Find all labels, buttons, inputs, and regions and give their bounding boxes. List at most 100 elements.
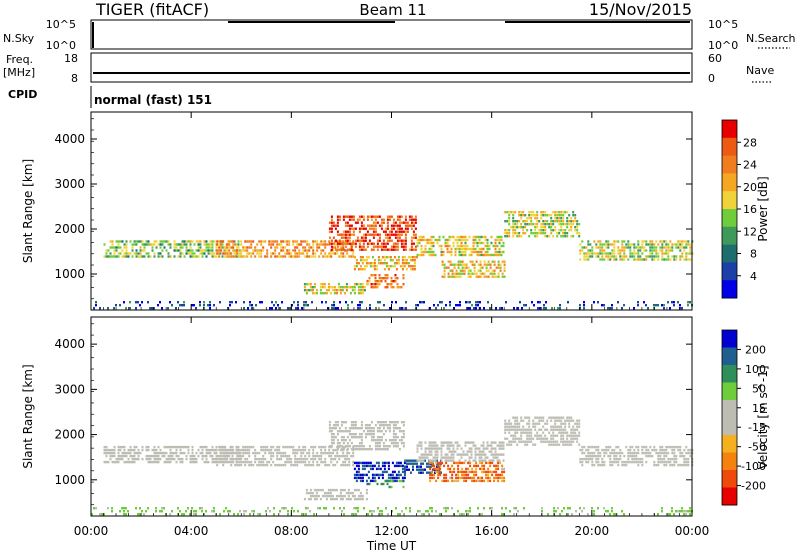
power-region-7 (504, 211, 581, 238)
beam-label: Beam 11 (359, 1, 426, 19)
velocity-cbtick-label-1: 100 (745, 363, 766, 376)
power-cbtick-label-0: 4 (750, 270, 757, 283)
velocity-ytick-label-0: 1000 (54, 473, 85, 487)
power-region-2 (328, 215, 417, 251)
freq-unit-label: [MHz] (3, 66, 35, 79)
nsky-label: N.Sky (3, 32, 35, 45)
nsky-panel-frame (90, 19, 693, 50)
power-colorbar-swatch-5 (722, 209, 737, 228)
velocity-cbtick-label-2: 50 (752, 382, 766, 395)
velocity-colorbar-swatch-1 (722, 347, 737, 366)
velocity-cbtick-label-0: 200 (745, 343, 766, 356)
velocity-colorbar-label: Velocity [m s^-1] (756, 365, 770, 469)
velocity-colorbar-swatch-4 (722, 400, 737, 418)
power-colorbar-swatch-6 (722, 226, 737, 246)
cpid-value: normal (fast) 151 (94, 93, 212, 107)
velocity-colorbar-swatch-8 (722, 470, 737, 488)
power-panel: 1000 2000 3000 4000 Slant Range [km] 4 8 12 16 20… (21, 111, 770, 311)
power-cbtick-label-5: 24 (743, 159, 757, 172)
velocity-colorbar-swatch-9 (722, 487, 737, 506)
power-colorbar-swatch-1 (722, 137, 737, 157)
power-region-10 (93, 301, 693, 310)
velocity-colorbar-swatch-0 (722, 330, 737, 348)
velocity-xtick-label-2: 08:00 (274, 524, 309, 538)
power-region-5 (416, 235, 505, 257)
cpid-label: CPID (8, 88, 37, 101)
velocity-region-5 (429, 461, 506, 483)
velocity-xtick-label-6: 00:00 (675, 524, 710, 538)
velocity-cbtick-label-5: -50 (748, 441, 766, 454)
power-colorbar-swatch-4 (722, 191, 737, 210)
velocity-ytick-label-2: 3000 (54, 382, 85, 396)
power-colorbar-swatch-0 (722, 120, 737, 139)
freq-label: Freq. (6, 53, 33, 66)
velocity-colorbar: 200 100 50 15 -15 -50 -100 -200 Velocity [m s^-1… (721, 329, 770, 506)
nave-top-tick: 60 (708, 52, 722, 65)
velocity-cbtick-label-7: -200 (741, 480, 766, 493)
velocity-xtick-label-3: 12:00 (374, 524, 409, 538)
power-cbtick-label-4: 20 (743, 181, 757, 194)
velocity-cbtick-label-4: -15 (748, 421, 766, 434)
velocity-region-3 (353, 461, 406, 483)
velocity-region-2 (328, 421, 405, 451)
velocity-panel: 1000 2000 3000 4000 00:00 04:00 08:00 12:00 16:0… (21, 316, 770, 553)
power-cbtick-label-3: 16 (743, 203, 757, 216)
velocity-xtick-label-1: 04:00 (174, 524, 209, 538)
velocity-region-8 (504, 416, 581, 446)
nsearch-label: N.Search (746, 32, 796, 45)
power-cbtick-label-6: 28 (743, 136, 757, 149)
velocity-region-7 (416, 441, 505, 462)
velocity-xtick-label-0: 00:00 (74, 524, 109, 538)
power-region-4 (366, 274, 405, 289)
power-ytick-label-1: 2000 (54, 222, 85, 236)
power-colorbar: 4 8 12 16 20 24 28 Power [dB] (721, 119, 770, 299)
power-region-6 (441, 260, 506, 278)
velocity-cbtick-label-3: 15 (752, 402, 766, 415)
power-colorbar-swatch-3 (722, 173, 737, 192)
velocity-region-10 (303, 488, 368, 501)
velocity-colorbar-swatch-3 (722, 382, 737, 401)
velocity-colorbar-swatch-6 (722, 435, 737, 453)
velocity-xtick-label-4: 16:00 (474, 524, 509, 538)
velocity-ytick-label-3: 4000 (54, 337, 85, 351)
power-colorbar-swatch-9 (722, 280, 737, 299)
power-colorbar-swatch-8 (722, 262, 737, 281)
nsearch-bottom-tick: 10^0 (708, 39, 738, 52)
power-cbtick-label-1: 8 (750, 248, 757, 261)
freq-bottom-tick: 8 (71, 72, 78, 85)
velocity-ytick-label-1: 2000 (54, 428, 85, 442)
velocity-colorbar-frame (721, 329, 738, 506)
nsky-bottom-tick: 10^0 (46, 39, 76, 52)
power-colorbar-label: Power [dB] (756, 176, 770, 241)
freq-panel-frame (90, 52, 693, 83)
velocity-cbtick-label-6: -100 (741, 460, 766, 473)
velocity-region-1 (216, 445, 355, 467)
power-ylabel: Slant Range [km] (21, 159, 35, 263)
date-label: 15/Nov/2015 (589, 0, 692, 19)
power-region-8 (579, 240, 694, 261)
power-region-3 (353, 256, 418, 271)
power-ytick-label-3: 4000 (54, 132, 85, 146)
nsearch-top-tick: 10^5 (708, 18, 738, 31)
power-scatter (93, 211, 694, 310)
velocity-colorbar-swatch-7 (722, 452, 737, 471)
power-ytick-label-2: 3000 (54, 177, 85, 191)
radar-title: TIGER (fitACF) (95, 0, 209, 19)
velocity-region-0 (103, 445, 242, 464)
power-cbtick-label-2: 12 (743, 225, 757, 238)
power-colorbar-swatch-2 (722, 155, 737, 174)
power-ytick-label-0: 1000 (54, 267, 85, 281)
freq-top-tick: 18 (64, 52, 78, 65)
velocity-region-9 (579, 445, 694, 467)
velocity-region-11 (91, 507, 693, 516)
power-region-0 (103, 240, 242, 258)
nsky-top-tick: 10^5 (46, 18, 76, 31)
velocity-xtick-label-5: 20:00 (575, 524, 610, 538)
xlabel: Time UT (366, 539, 417, 553)
velocity-colorbar-swatch-2 (722, 365, 737, 383)
velocity-region-6 (366, 479, 405, 489)
velocity-colorbar-swatch-5 (722, 417, 737, 436)
nave-label: Nave (746, 64, 774, 77)
velocity-scatter (91, 416, 694, 516)
